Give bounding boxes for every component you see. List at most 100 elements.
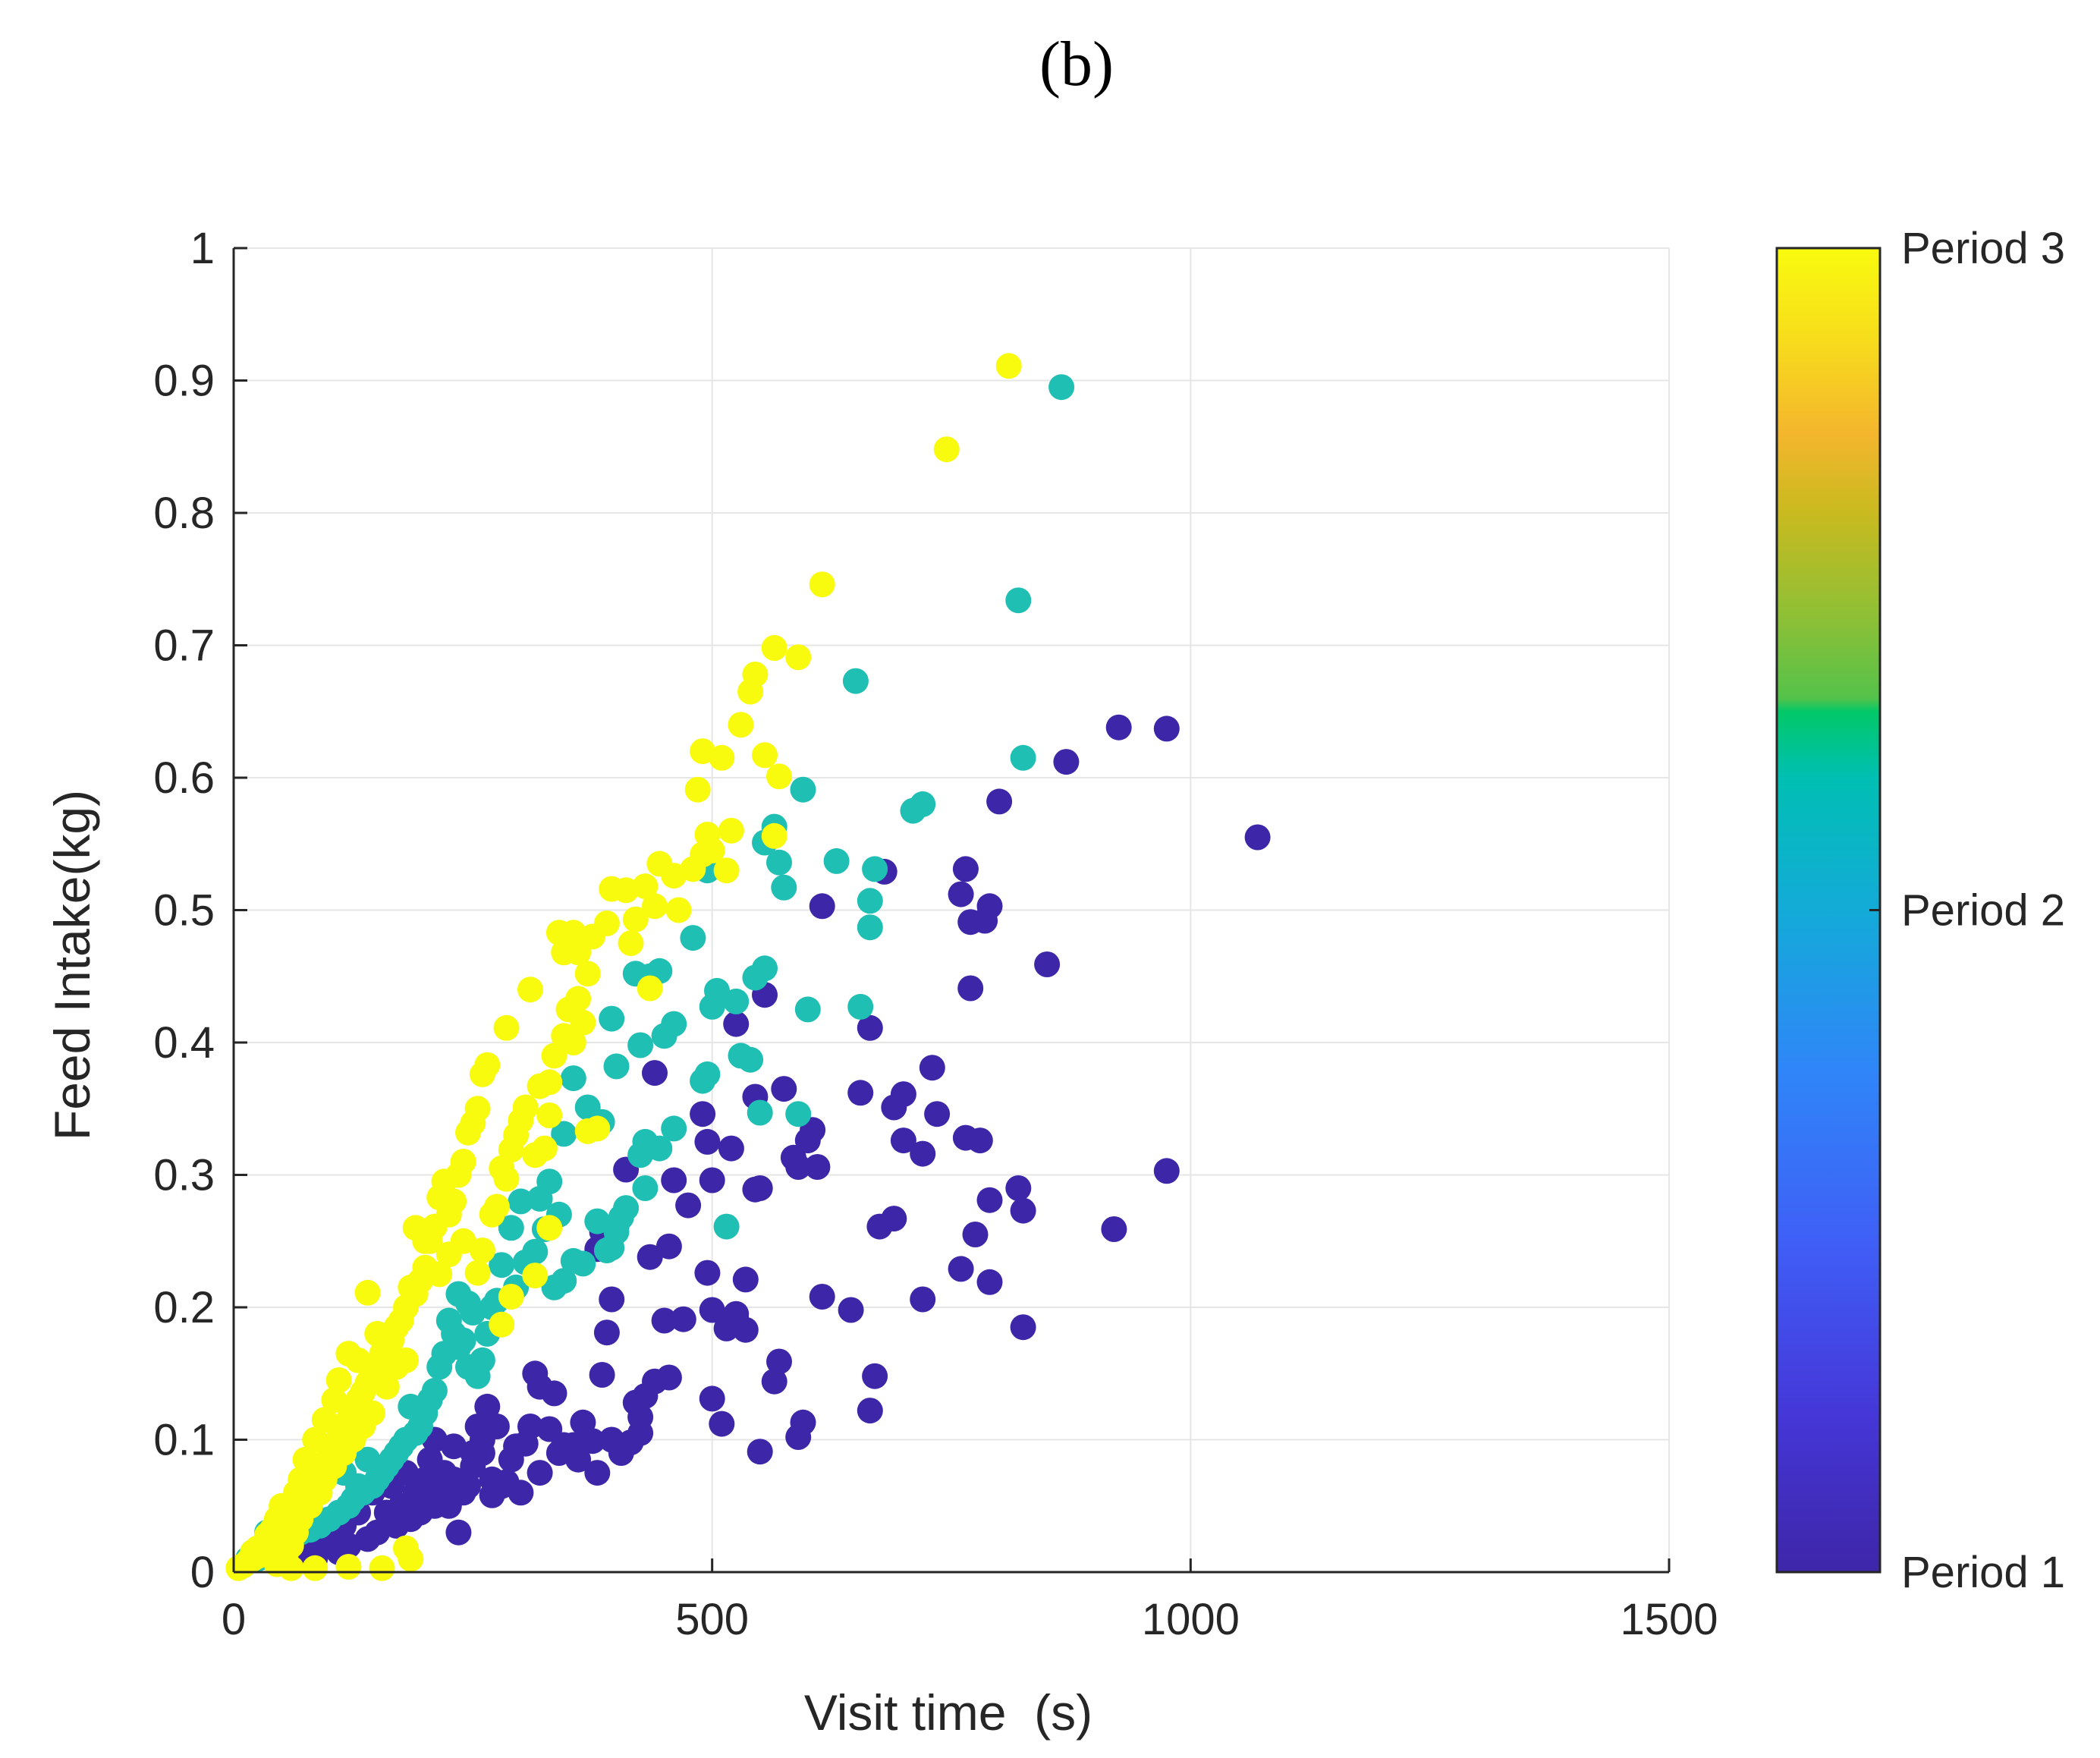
scatter-point-period-1 [479,1482,505,1508]
scatter-point-period-3 [325,1367,352,1393]
scatter-point-period-1 [866,1213,893,1240]
scatter-point-period-3 [809,571,835,598]
y-tick-label: 0.8 [153,489,215,538]
scatter-point-period-3 [498,1284,524,1310]
scatter-point-period-2 [766,849,792,876]
scatter-point-period-3 [665,897,692,923]
scatter-point-period-1 [723,1011,750,1037]
scatter-point-period-2 [661,1115,687,1142]
scatter-point-period-2 [1010,744,1036,771]
scatter-point-period-2 [599,1005,625,1032]
scatter-point-period-3 [302,1426,329,1453]
scatter-point-period-1 [670,1306,696,1332]
x-axis-label: Visit time (s) [804,1684,1092,1741]
scatter-point-period-2 [354,1446,381,1473]
scatter-point-period-3 [536,1102,563,1128]
scatter-point-period-1 [1153,1158,1180,1184]
scatter-point-period-3 [995,353,1022,379]
x-tick-label: 1500 [1620,1595,1718,1644]
scatter-point-period-2 [508,1188,534,1215]
scatter-point-period-1 [785,1424,812,1450]
y-tick-label: 0.9 [153,357,215,406]
scatter-point-period-2 [857,914,883,941]
scatter-point-period-2 [1005,587,1032,614]
colorbar-label: Period 3 [1901,224,2065,273]
scatter-point-period-1 [694,1128,721,1155]
scatter-point-period-3 [302,1555,329,1581]
scatter-point-period-3 [469,1238,495,1263]
scatter-point-period-1 [593,1319,620,1346]
scatter-point-period-1 [503,1433,530,1460]
scatter-point-period-3 [646,851,673,877]
scatter-point-period-2 [699,993,725,1020]
scatter-point-period-1 [651,1307,677,1334]
scatter-point-period-1 [690,1101,716,1127]
scatter-point-period-3 [321,1387,347,1414]
y-tick-label: 0.2 [153,1283,215,1332]
scatter-point-period-3 [555,996,582,1023]
x-tick-label: 500 [675,1595,749,1644]
scatter-point-period-1 [1244,824,1271,851]
scatter-point-period-2 [900,797,926,824]
scatter-point-period-1 [718,1135,744,1162]
scatter-point-period-2 [728,1043,754,1069]
scatter-point-period-1 [809,893,835,920]
scatter-point-period-3 [684,776,711,803]
scatter-point-period-3 [240,1539,266,1565]
scatter-point-period-1 [622,1389,649,1416]
scatter-point-period-3 [574,961,601,987]
y-axis-label: Feed Intake(kg) [44,790,100,1140]
y-tick-label: 0.3 [153,1151,215,1200]
scatter-point-period-3 [412,1228,439,1254]
scatter-point-period-1 [967,1127,993,1154]
scatter-point-period-1 [747,1439,773,1465]
scatter-point-period-3 [522,1142,549,1168]
scatter-point-period-3 [489,1155,515,1181]
scatter-point-period-1 [699,1167,725,1193]
scatter-point-period-1 [890,1127,916,1154]
scatter-point-period-2 [593,1238,620,1263]
scatter-point-period-3 [599,876,625,902]
scatter-point-period-3 [690,738,716,765]
scatter-point-period-1 [976,1269,1003,1295]
scatter-point-period-1 [838,1297,864,1323]
scatter-point-period-1 [952,856,979,882]
scatter-point-period-2 [842,668,869,694]
scatter-point-period-2 [445,1281,472,1307]
scatter-point-period-3 [541,1043,567,1069]
scatter-point-period-1 [522,1360,549,1387]
scatter-point-period-3 [469,1061,495,1087]
scatter-point-period-3 [398,1546,424,1572]
scatter-point-period-1 [373,1499,400,1526]
scatter-point-period-1 [1153,715,1180,742]
scatter-point-period-2 [398,1393,424,1420]
scatter-point-period-1 [1010,1314,1036,1341]
scatter-point-period-2 [651,1023,677,1049]
scatter-point-period-3 [522,1263,549,1289]
scatter-point-period-1 [857,1014,883,1041]
scatter-point-period-3 [517,976,543,1003]
scatter-point-period-2 [627,1032,654,1058]
scatter-point-period-1 [804,1154,831,1180]
scatter-point-period-3 [545,920,572,946]
data-points [225,353,1271,1581]
y-tick-label: 0.7 [153,621,215,671]
scatter-point-period-3 [551,939,577,966]
scatter-point-period-1 [445,1519,472,1546]
scatter-point-period-1 [732,1266,759,1293]
scatter-point-period-1 [474,1393,501,1420]
scatter-point-period-2 [723,988,750,1014]
scatter-point-period-2 [785,1101,812,1127]
scatter-point-period-1 [976,1187,1003,1213]
scatter-point-period-1 [675,1192,702,1219]
scatter-point-period-1 [655,1233,682,1260]
scatter-point-period-3 [536,1215,563,1241]
scatter-point-period-2 [632,1175,659,1201]
scatter-point-period-3 [369,1555,395,1581]
scatter-point-period-3 [761,635,788,661]
scatter-point-period-1 [948,1256,974,1282]
colorbar-label: Period 1 [1901,1548,2065,1597]
scatter-point-period-1 [847,1080,874,1106]
scatter-point-period-2 [551,1268,577,1294]
scatter-point-period-1 [483,1414,510,1439]
